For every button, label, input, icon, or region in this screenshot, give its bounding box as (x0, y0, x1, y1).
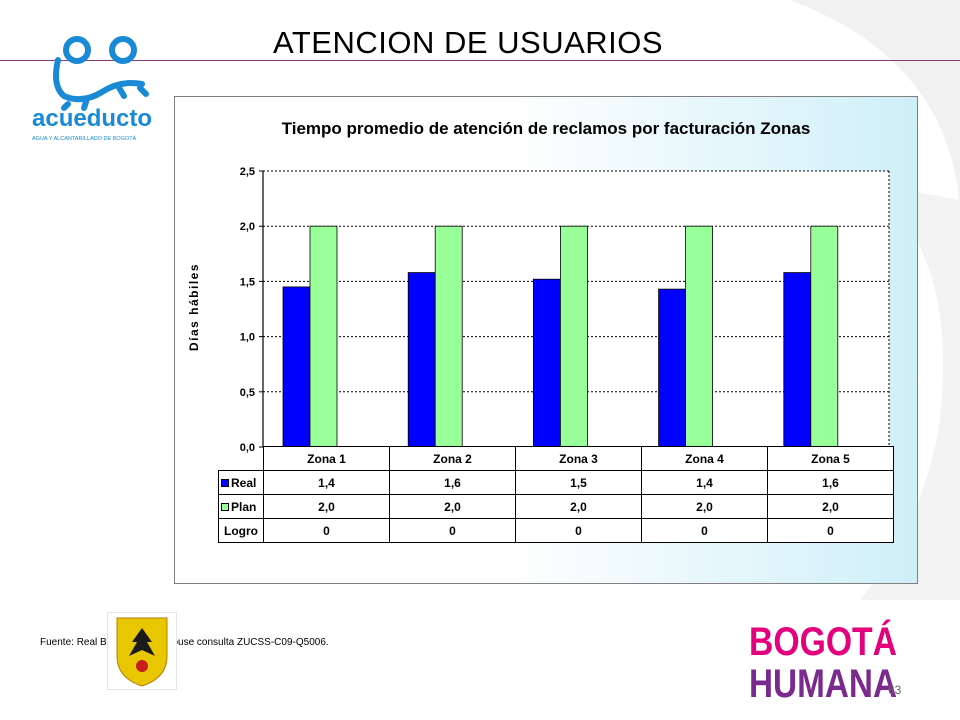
category-header: Zona 3 (515, 446, 642, 471)
table-cell: 1,4 (263, 470, 390, 495)
table-row: Logro 0 0 0 0 0 (218, 518, 894, 543)
table-row: Real 1,4 1,6 1,5 1,4 1,6 (218, 470, 894, 495)
bar-real (407, 272, 436, 448)
y-tick-label: 0,5 (240, 387, 255, 399)
svg-text:AGUA Y ALCANTARILLADO DE BOGOT: AGUA Y ALCANTARILLADO DE BOGOTÁ (32, 135, 137, 142)
svg-text:BOGOTÁ: BOGOTÁ (749, 619, 897, 664)
bogota-coat-of-arms (107, 612, 177, 690)
category-header: Zona 2 (389, 446, 516, 471)
legend-swatch-plan (221, 503, 229, 512)
table-cell: 2,0 (641, 494, 768, 519)
table-cell: 0 (515, 518, 642, 543)
y-tick-label: 2,5 (240, 166, 255, 178)
table-cell: 1,4 (641, 470, 768, 495)
legend-entry-plan: Plan (218, 494, 264, 519)
y-tick-label: 2,0 (240, 221, 255, 233)
table-cell: 1,6 (389, 470, 516, 495)
category-header: Zona 1 (263, 446, 390, 471)
y-tick-label: 1,0 (240, 332, 255, 344)
legend-entry-real: Real (218, 470, 264, 495)
acueducto-logo: acueducto AGUA Y ALCANTARILLADO DE BOGOT… (32, 36, 152, 142)
bar-plan (810, 225, 839, 448)
row-label: Logro (218, 518, 264, 543)
bar-real (783, 272, 812, 448)
bar-real (282, 286, 311, 448)
table-cell: 0 (641, 518, 768, 543)
bogota-humana-logo: BOGOTÁ HUMANA (745, 611, 903, 704)
table-cell: 2,0 (767, 494, 894, 519)
bar-plan (309, 225, 338, 448)
table-header-row: Zona 1 Zona 2 Zona 3 Zona 4 Zona 5 (219, 446, 894, 471)
table-cell: 1,5 (515, 470, 642, 495)
table-cell: 0 (389, 518, 516, 543)
category-header: Zona 5 (767, 446, 894, 471)
chart-title: Tiempo promedio de atención de reclamos … (281, 119, 811, 138)
table-cell: 2,0 (515, 494, 642, 519)
bar-real (532, 278, 561, 448)
bar-plan (434, 225, 463, 448)
table-cell: 1,6 (767, 470, 894, 495)
row-label: Plan (231, 499, 257, 514)
background-swoosh-decoration (790, 0, 960, 600)
table-cell: 0 (263, 518, 390, 543)
data-table: Zona 1 Zona 2 Zona 3 Zona 4 Zona 5 Real … (218, 446, 894, 543)
table-row: Plan 2,0 2,0 2,0 2,0 2,0 (218, 494, 894, 519)
source-note: Fuente: Real Business Warehouse consulta… (40, 637, 329, 648)
table-cell: 2,0 (389, 494, 516, 519)
y-tick-label: 0,0 (240, 442, 255, 454)
bar-plan (559, 225, 588, 448)
page-number: 63 (888, 683, 902, 697)
table-cell: 2,0 (263, 494, 390, 519)
svg-text:acueducto: acueducto (32, 105, 152, 132)
title-divider (0, 60, 960, 61)
bar-plan (685, 225, 714, 448)
page-title: ATENCION DE USUARIOS (273, 25, 664, 60)
table-cell: 0 (767, 518, 894, 543)
row-label: Real (231, 475, 257, 490)
category-header: Zona 4 (641, 446, 768, 471)
chart-container: Tiempo promedio de atención de reclamos … (174, 96, 918, 584)
legend-swatch-real (221, 479, 229, 488)
svg-text:HUMANA: HUMANA (749, 662, 897, 704)
bar-chart-plot: 0,0 0,5 1,0 1,5 2,0 2,5 (240, 166, 890, 454)
y-tick-label: 1,5 (240, 276, 255, 288)
bar-real (658, 288, 687, 448)
